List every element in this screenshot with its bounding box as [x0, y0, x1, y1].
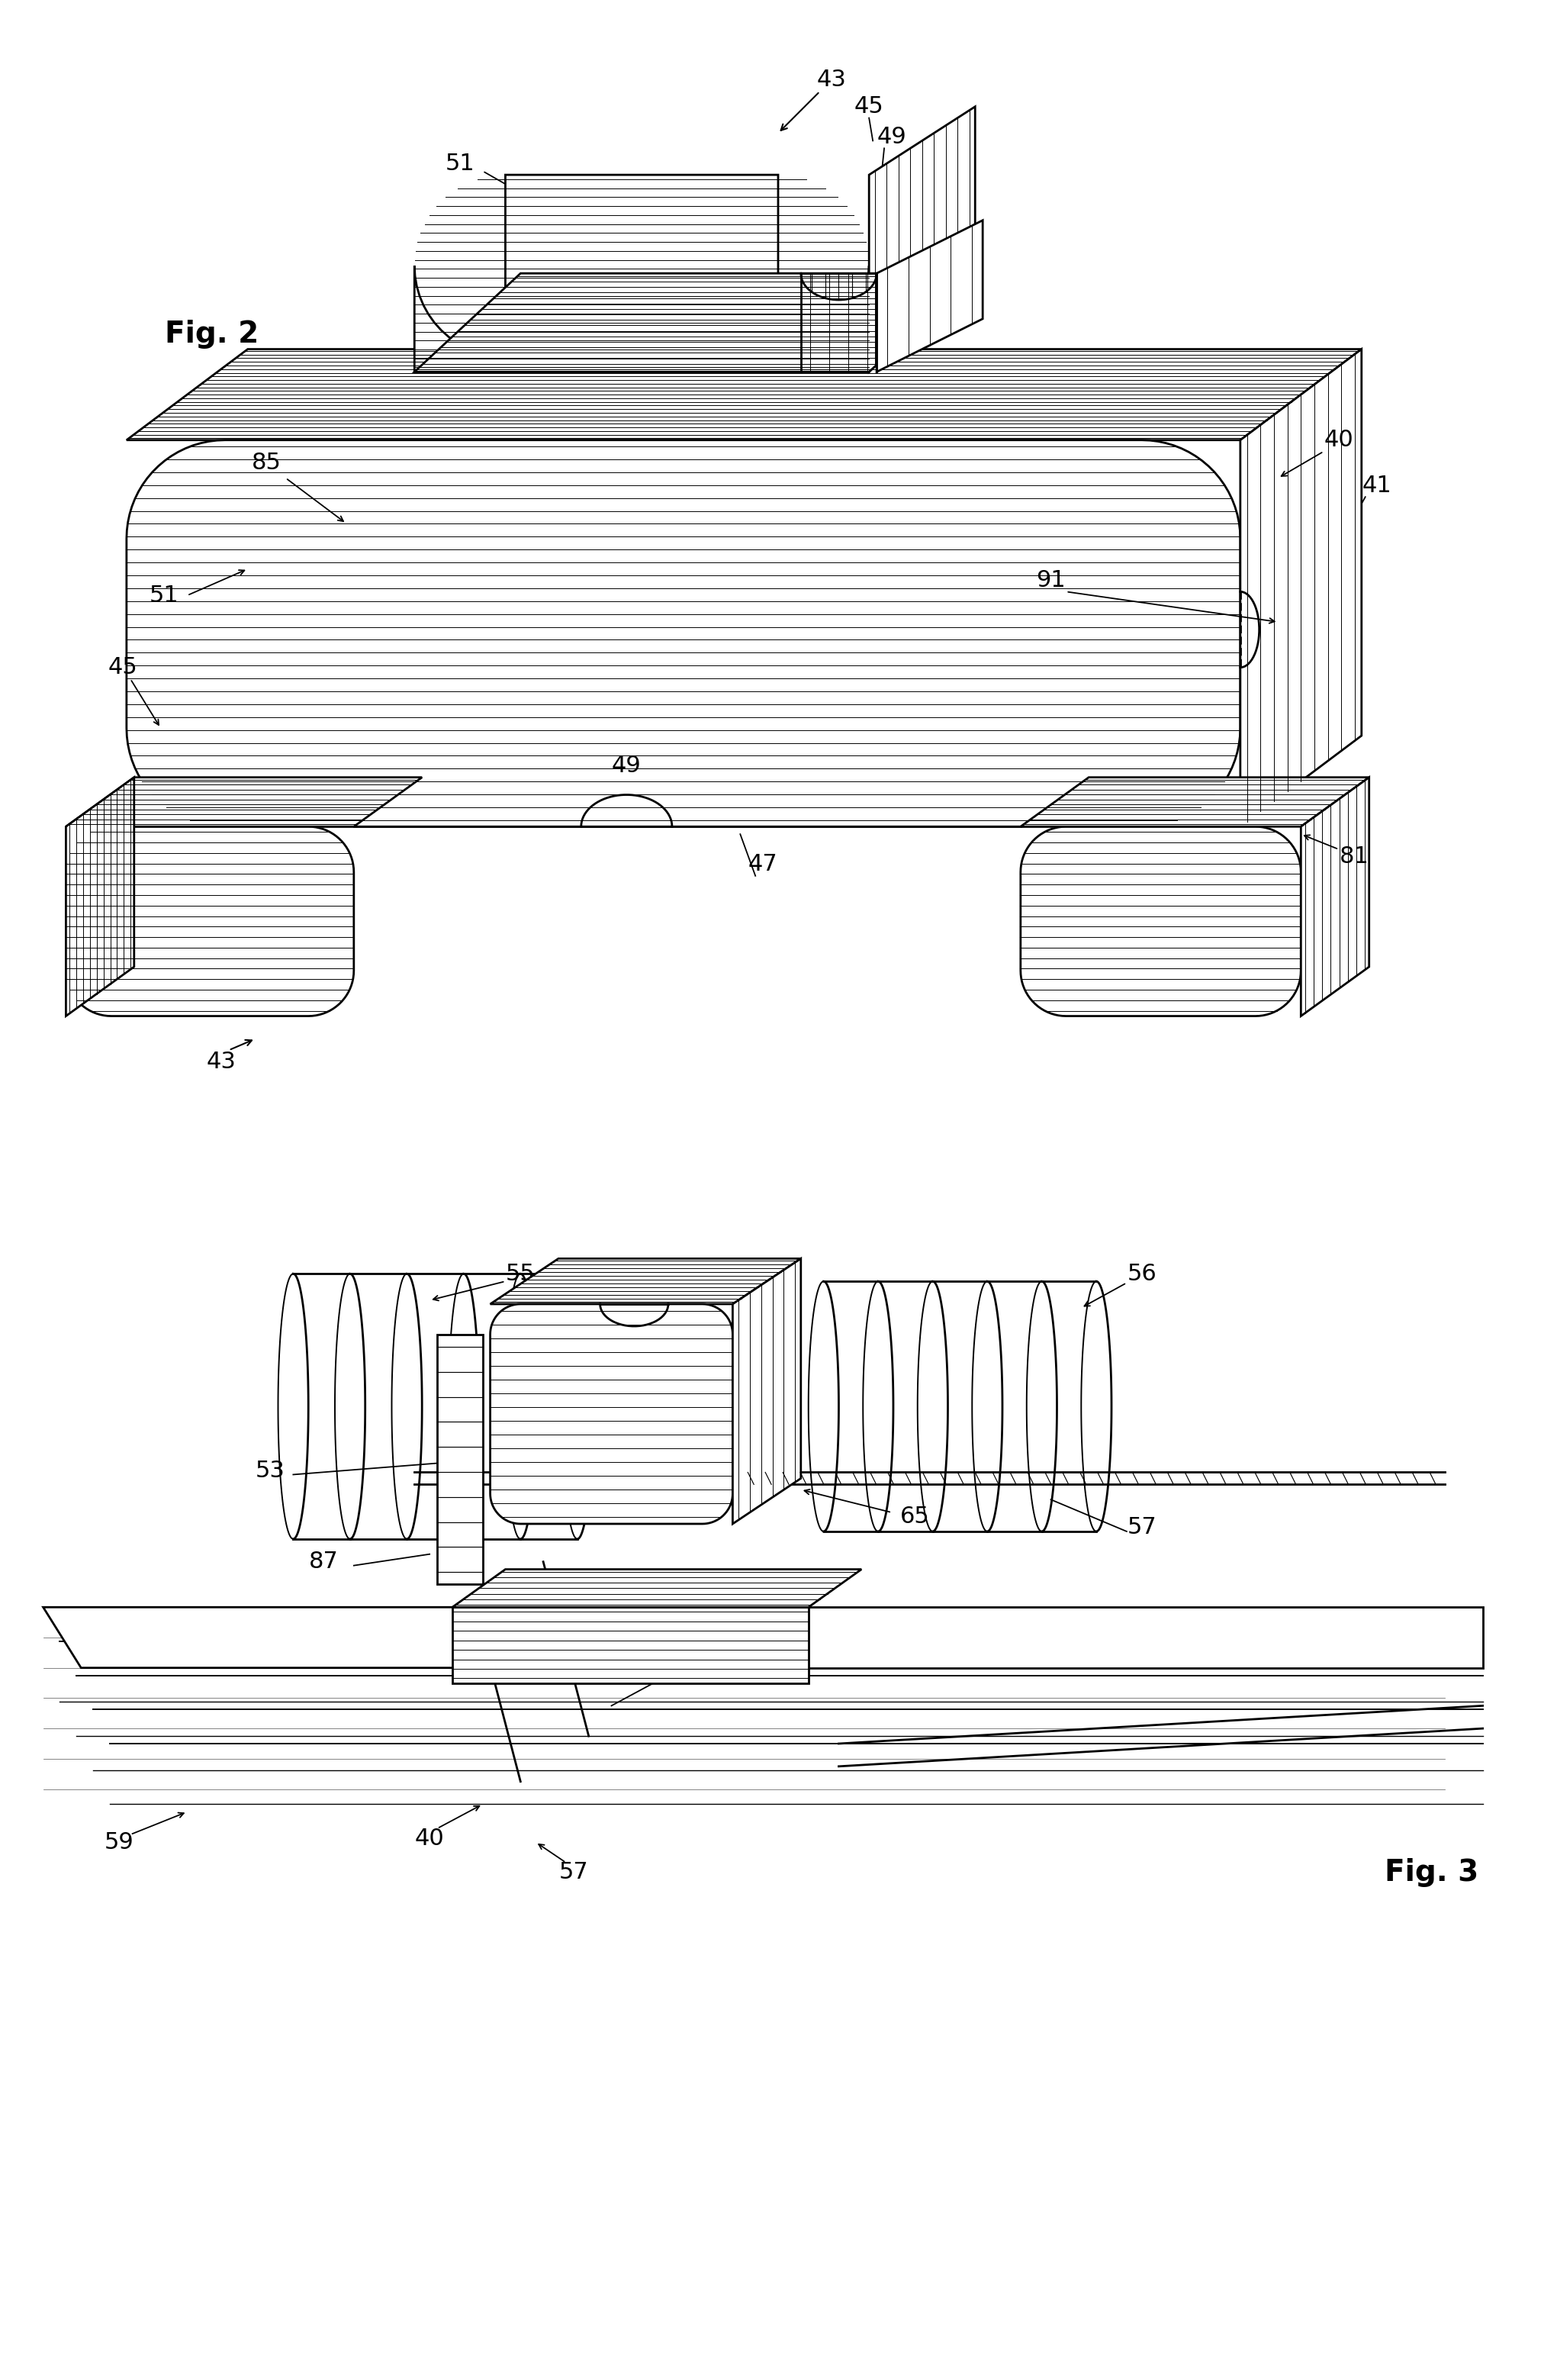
Text: 43: 43 [207, 1050, 237, 1073]
Text: 43: 43 [816, 69, 845, 90]
Polygon shape [733, 1259, 800, 1523]
Text: 47: 47 [749, 854, 778, 876]
Text: Fig. 3: Fig. 3 [1384, 1859, 1478, 1887]
Text: 40: 40 [1323, 428, 1353, 452]
Polygon shape [453, 1607, 808, 1683]
Text: 45: 45 [107, 657, 137, 678]
Text: 87: 87 [308, 1552, 338, 1573]
Text: 81: 81 [1339, 845, 1369, 869]
Text: 49: 49 [612, 754, 641, 776]
Text: 53: 53 [255, 1459, 285, 1483]
Polygon shape [1020, 826, 1302, 1016]
Text: 49: 49 [649, 1656, 679, 1678]
Polygon shape [414, 174, 869, 371]
Text: 51: 51 [445, 152, 475, 174]
Polygon shape [1241, 350, 1361, 826]
Polygon shape [414, 274, 975, 371]
Polygon shape [877, 221, 982, 371]
Polygon shape [438, 1335, 483, 1585]
Text: 65: 65 [900, 1504, 930, 1528]
Text: 91: 91 [1035, 569, 1065, 590]
Text: 49: 49 [749, 1342, 778, 1364]
Text: 45: 45 [855, 95, 884, 117]
Polygon shape [65, 778, 422, 826]
Polygon shape [65, 778, 134, 1016]
Text: 57: 57 [1127, 1516, 1157, 1540]
Polygon shape [1302, 778, 1369, 1016]
Polygon shape [126, 440, 1241, 826]
Text: 51: 51 [149, 585, 179, 607]
Text: Fig. 2: Fig. 2 [165, 319, 258, 347]
Text: 41: 41 [1362, 474, 1392, 497]
Text: 59: 59 [104, 1830, 134, 1854]
Polygon shape [126, 350, 1361, 440]
Polygon shape [612, 1607, 1482, 1668]
Text: 40: 40 [414, 1828, 444, 1849]
Text: 85: 85 [252, 452, 282, 474]
Polygon shape [453, 1568, 861, 1607]
Text: 56: 56 [1127, 1264, 1157, 1285]
Polygon shape [65, 826, 353, 1016]
Text: 55: 55 [506, 1264, 536, 1285]
Polygon shape [869, 107, 975, 371]
Polygon shape [44, 1607, 649, 1668]
Polygon shape [490, 1304, 733, 1523]
Polygon shape [1020, 778, 1369, 826]
Text: 49: 49 [877, 126, 906, 148]
Text: 57: 57 [559, 1861, 589, 1883]
Polygon shape [490, 1259, 800, 1304]
